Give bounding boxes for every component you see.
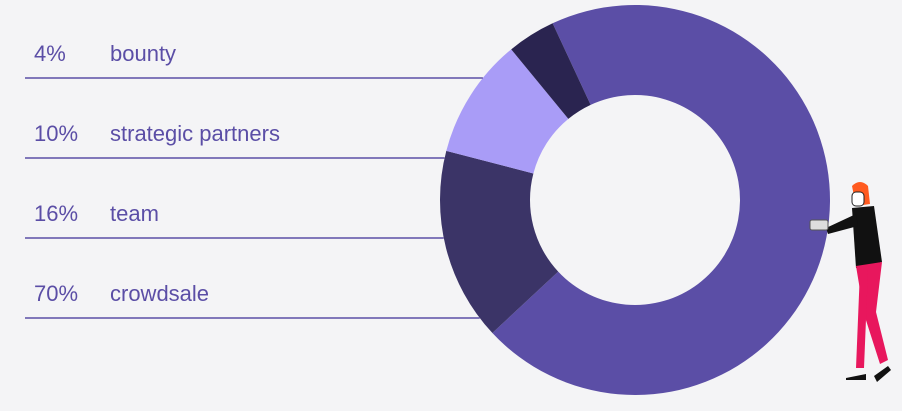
donut-segment [511, 23, 591, 119]
legend-value: 10% [34, 121, 78, 146]
legend-label: bounty [110, 41, 176, 66]
donut-segment [492, 5, 830, 396]
person-illustration [809, 182, 891, 382]
torso [852, 206, 882, 268]
legend-label: strategic partners [110, 121, 280, 146]
face [851, 191, 865, 207]
legend-value: 16% [34, 201, 78, 226]
shoe [846, 374, 866, 380]
legend: 4% bounty 10% strategic partners 16% team 70% c… [25, 41, 483, 319]
donut-segment [446, 49, 569, 174]
legend-label: team [110, 201, 159, 226]
leg [856, 270, 868, 368]
phone [809, 219, 829, 231]
shoe [874, 366, 891, 382]
arm [826, 214, 858, 234]
donut-segment [440, 150, 559, 333]
donut [440, 5, 830, 396]
legend-value: 4% [34, 41, 66, 66]
legend-label: crowdsale [110, 281, 209, 306]
legend-value: 70% [34, 281, 78, 306]
